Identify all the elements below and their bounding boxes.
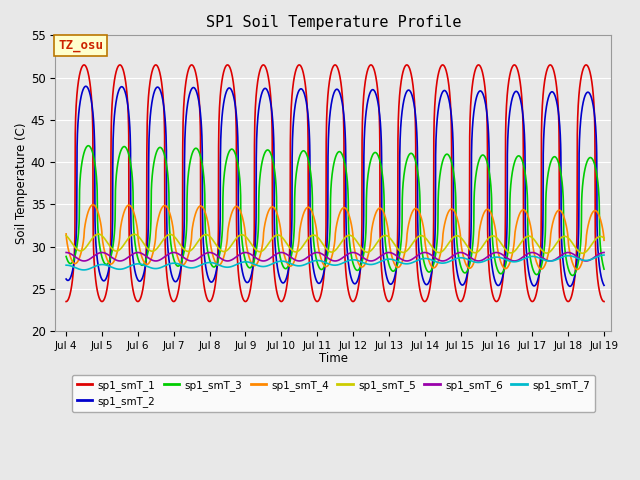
sp1_smT_6 [62, 250, 70, 255]
sp1_smT_2 [82, 84, 90, 89]
sp1_smT_2 [156, 86, 163, 92]
sp1_smT_4 [600, 238, 608, 243]
sp1_smT_3 [84, 143, 92, 149]
sp1_smT_1 [292, 67, 300, 73]
Line: sp1_smT_7: sp1_smT_7 [66, 255, 604, 270]
sp1_smT_2 [124, 101, 131, 107]
sp1_smT_6 [292, 257, 300, 263]
sp1_smT_5 [292, 249, 300, 255]
sp1_smT_6 [590, 255, 598, 261]
sp1_smT_6 [600, 250, 608, 255]
sp1_smT_7 [532, 254, 540, 260]
sp1_smT_7 [156, 265, 163, 271]
sp1_smT_4 [124, 203, 131, 208]
Line: sp1_smT_6: sp1_smT_6 [66, 252, 604, 261]
Y-axis label: Soil Temperature (C): Soil Temperature (C) [15, 122, 28, 244]
sp1_smT_4 [292, 253, 300, 259]
Legend: sp1_smT_1, sp1_smT_2, sp1_smT_3, sp1_smT_4, sp1_smT_5, sp1_smT_6, sp1_smT_7: sp1_smT_1, sp1_smT_2, sp1_smT_3, sp1_smT… [72, 375, 595, 412]
Line: sp1_smT_3: sp1_smT_3 [66, 146, 604, 276]
sp1_smT_1 [80, 62, 88, 68]
sp1_smT_5 [124, 237, 131, 242]
sp1_smT_7 [62, 262, 70, 268]
sp1_smT_7 [600, 252, 608, 258]
sp1_smT_4 [62, 231, 70, 237]
sp1_smT_4 [89, 202, 97, 207]
sp1_smT_2 [590, 107, 598, 112]
sp1_smT_7 [590, 255, 598, 261]
sp1_smT_1 [156, 69, 163, 75]
sp1_smT_1 [62, 299, 70, 304]
sp1_smT_3 [269, 156, 276, 162]
sp1_smT_7 [292, 263, 300, 268]
sp1_smT_3 [568, 273, 576, 278]
sp1_smT_3 [600, 266, 608, 272]
sp1_smT_1 [600, 299, 608, 304]
sp1_smT_6 [269, 253, 276, 259]
sp1_smT_6 [156, 257, 163, 263]
sp1_smT_7 [124, 264, 131, 270]
Title: SP1 Soil Temperature Profile: SP1 Soil Temperature Profile [205, 15, 461, 30]
sp1_smT_1 [269, 234, 276, 240]
sp1_smT_5 [156, 242, 163, 248]
sp1_smT_5 [95, 231, 102, 237]
sp1_smT_2 [566, 284, 574, 289]
sp1_smT_4 [269, 204, 276, 210]
sp1_smT_5 [579, 251, 586, 256]
sp1_smT_2 [292, 98, 300, 104]
sp1_smT_3 [156, 144, 163, 150]
Line: sp1_smT_2: sp1_smT_2 [66, 86, 604, 287]
sp1_smT_7 [269, 261, 276, 266]
sp1_smT_4 [590, 208, 598, 214]
sp1_smT_6 [532, 251, 540, 256]
sp1_smT_3 [590, 159, 598, 165]
Line: sp1_smT_5: sp1_smT_5 [66, 234, 604, 253]
sp1_smT_7 [80, 267, 88, 273]
sp1_smT_1 [532, 293, 540, 299]
sp1_smT_3 [532, 271, 540, 277]
Line: sp1_smT_1: sp1_smT_1 [66, 65, 604, 301]
sp1_smT_5 [269, 235, 276, 241]
sp1_smT_1 [124, 100, 131, 106]
sp1_smT_4 [573, 267, 581, 273]
sp1_smT_3 [292, 174, 300, 180]
sp1_smT_5 [62, 233, 70, 239]
sp1_smT_4 [156, 211, 163, 216]
sp1_smT_6 [80, 258, 88, 264]
X-axis label: Time: Time [319, 352, 348, 365]
sp1_smT_6 [124, 255, 131, 261]
sp1_smT_3 [124, 148, 131, 154]
sp1_smT_2 [62, 276, 70, 282]
Text: TZ_osu: TZ_osu [58, 39, 103, 52]
sp1_smT_2 [600, 282, 608, 288]
Line: sp1_smT_4: sp1_smT_4 [66, 204, 604, 270]
sp1_smT_5 [600, 235, 608, 241]
sp1_smT_1 [590, 97, 598, 103]
sp1_smT_5 [590, 239, 598, 244]
sp1_smT_2 [532, 282, 540, 288]
sp1_smT_3 [62, 253, 70, 259]
sp1_smT_2 [269, 116, 276, 122]
sp1_smT_4 [532, 257, 540, 263]
sp1_smT_5 [532, 239, 540, 245]
